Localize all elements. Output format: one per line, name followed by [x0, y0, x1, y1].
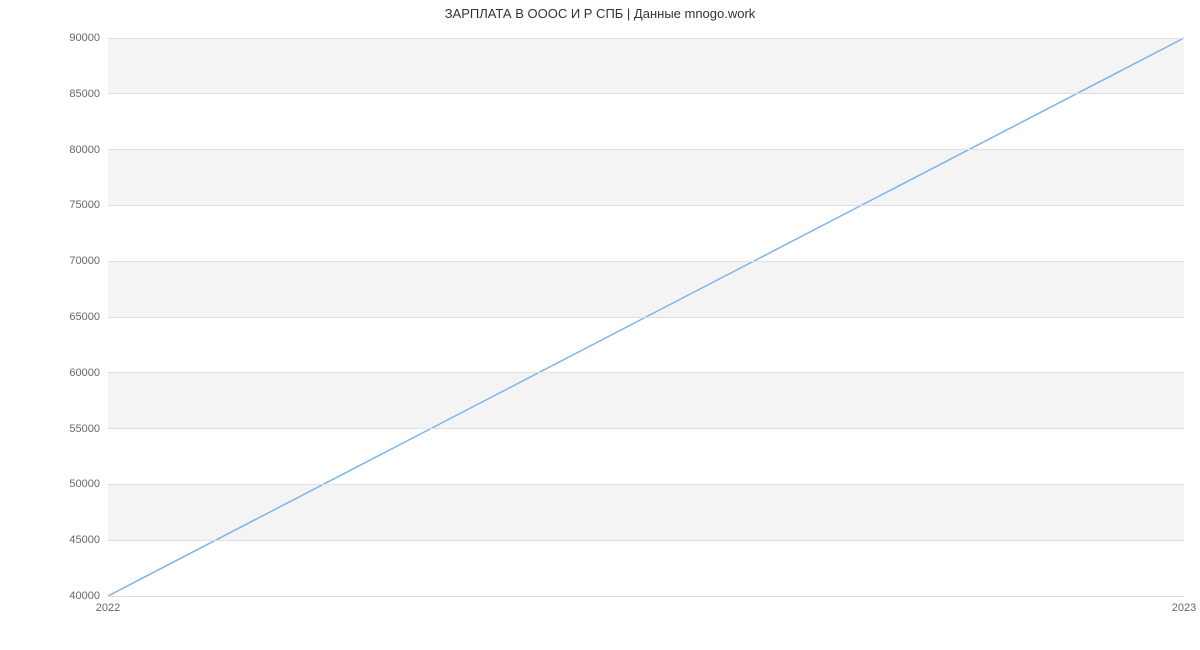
y-grid-line — [108, 38, 1184, 39]
salary-line-chart: ЗАРПЛАТА В ОООС И Р СПБ | Данные mnogo.w… — [0, 0, 1200, 650]
y-tick-label: 85000 — [69, 88, 108, 100]
plot-area: 4000045000500005500060000650007000075000… — [108, 38, 1184, 596]
y-grid-line — [108, 93, 1184, 94]
y-tick-label: 90000 — [69, 32, 108, 44]
y-tick-label: 45000 — [69, 534, 108, 546]
y-grid-line — [108, 428, 1184, 429]
y-tick-label: 80000 — [69, 144, 108, 156]
y-tick-label: 65000 — [69, 311, 108, 323]
y-tick-label: 50000 — [69, 478, 108, 490]
y-grid-line — [108, 596, 1184, 597]
y-tick-label: 55000 — [69, 423, 108, 435]
y-grid-line — [108, 317, 1184, 318]
y-grid-line — [108, 149, 1184, 150]
y-grid-line — [108, 372, 1184, 373]
x-tick-label: 2023 — [1172, 596, 1196, 614]
y-grid-line — [108, 261, 1184, 262]
y-tick-label: 70000 — [69, 255, 108, 267]
chart-title: ЗАРПЛАТА В ОООС И Р СПБ | Данные mnogo.w… — [0, 6, 1200, 21]
y-grid-line — [108, 484, 1184, 485]
y-tick-label: 60000 — [69, 367, 108, 379]
x-tick-label: 2022 — [96, 596, 120, 614]
y-grid-line — [108, 540, 1184, 541]
y-grid-line — [108, 205, 1184, 206]
y-tick-label: 75000 — [69, 199, 108, 211]
